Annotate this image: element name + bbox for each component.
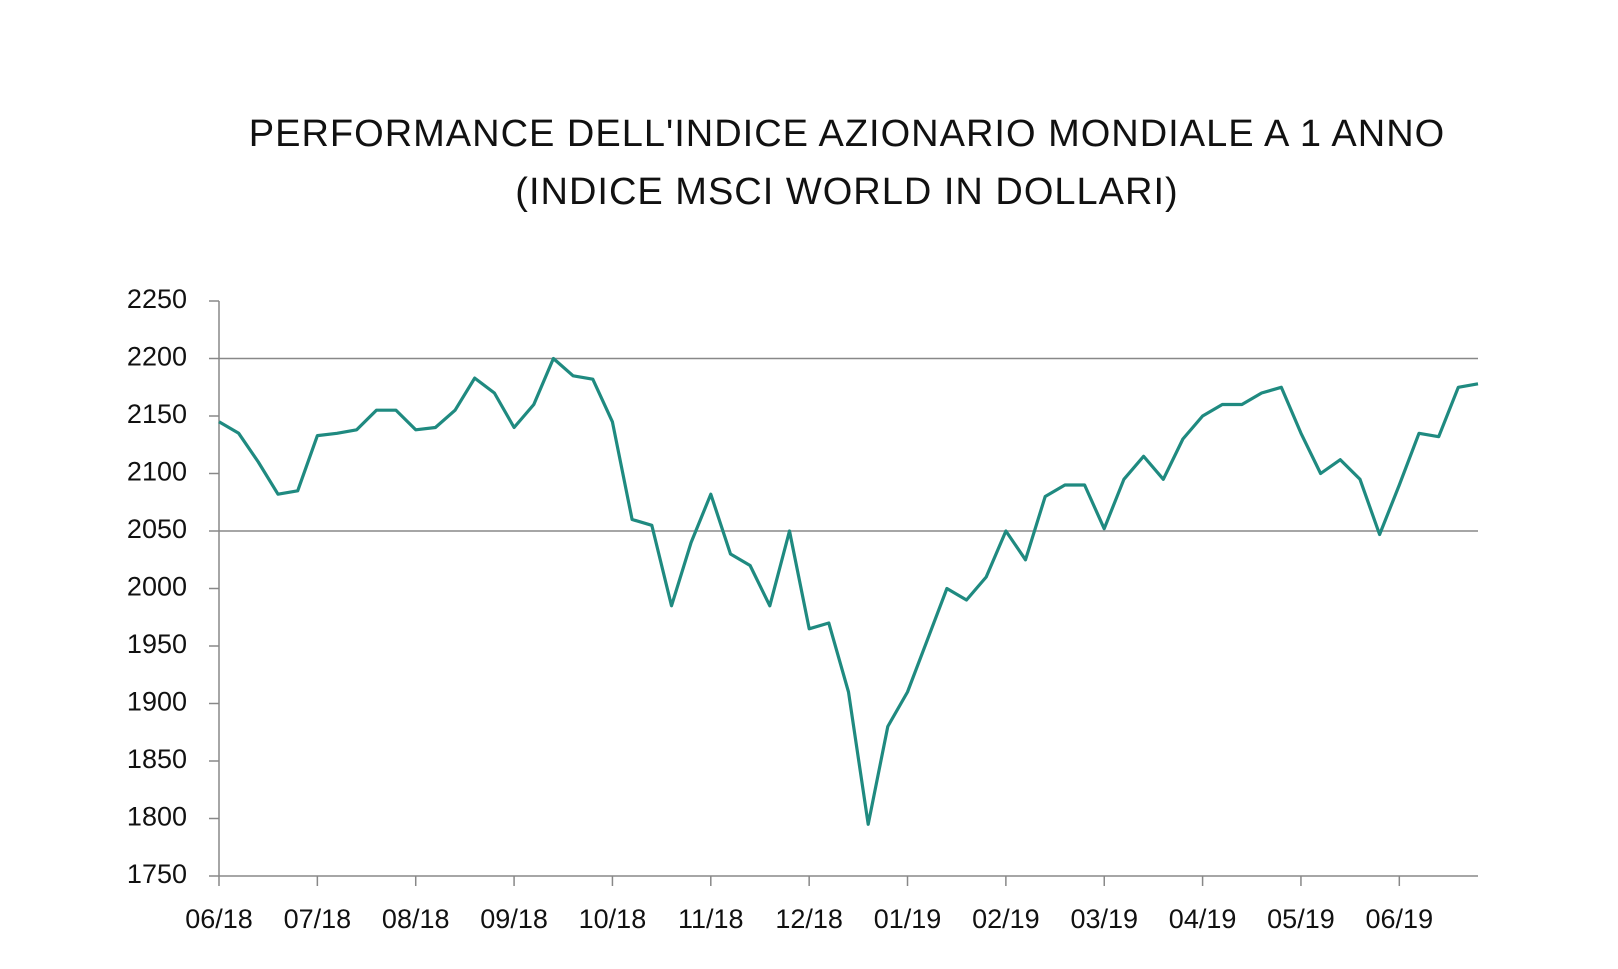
- line-series: [218, 356, 1479, 826]
- x-tick-label: 05/19: [1267, 904, 1335, 934]
- y-tick-label: 2150: [127, 399, 187, 429]
- y-tick-label: 1850: [127, 744, 187, 774]
- x-tick-label: 11/18: [678, 904, 744, 934]
- x-tick-label: 04/19: [1169, 904, 1237, 934]
- chart-subtitle: (INDICE MSCI WORLD IN DOLLARI): [515, 171, 1178, 213]
- x-tick-label: 12/18: [775, 904, 843, 934]
- chart-title: PERFORMANCE DELL'INDICE AZIONARIO MONDIA…: [249, 113, 1445, 155]
- x-tick-label: 08/18: [382, 904, 450, 934]
- x-tick-label: 03/19: [1070, 904, 1138, 934]
- y-tick-label: 2100: [127, 457, 187, 487]
- x-tick-label: 06/19: [1366, 904, 1434, 934]
- y-tick-label: 1750: [127, 859, 187, 889]
- x-tick-label: 02/19: [972, 904, 1040, 934]
- y-tick-label: 1800: [127, 802, 187, 832]
- x-tick-label: 10/18: [579, 904, 647, 934]
- x-tick-label: 07/18: [284, 904, 352, 934]
- x-tick-label: 09/18: [480, 904, 548, 934]
- y-tick-label: 1900: [127, 687, 187, 717]
- y-tick-label: 2200: [127, 342, 187, 372]
- y-tick-label: 2250: [127, 284, 187, 314]
- y-tick-label: 2000: [127, 572, 187, 602]
- y-tick-label: 1950: [127, 629, 187, 659]
- y-tick-label: 2050: [127, 514, 187, 544]
- x-tick-label: 06/18: [185, 904, 253, 934]
- x-tick-label: 01/19: [874, 904, 942, 934]
